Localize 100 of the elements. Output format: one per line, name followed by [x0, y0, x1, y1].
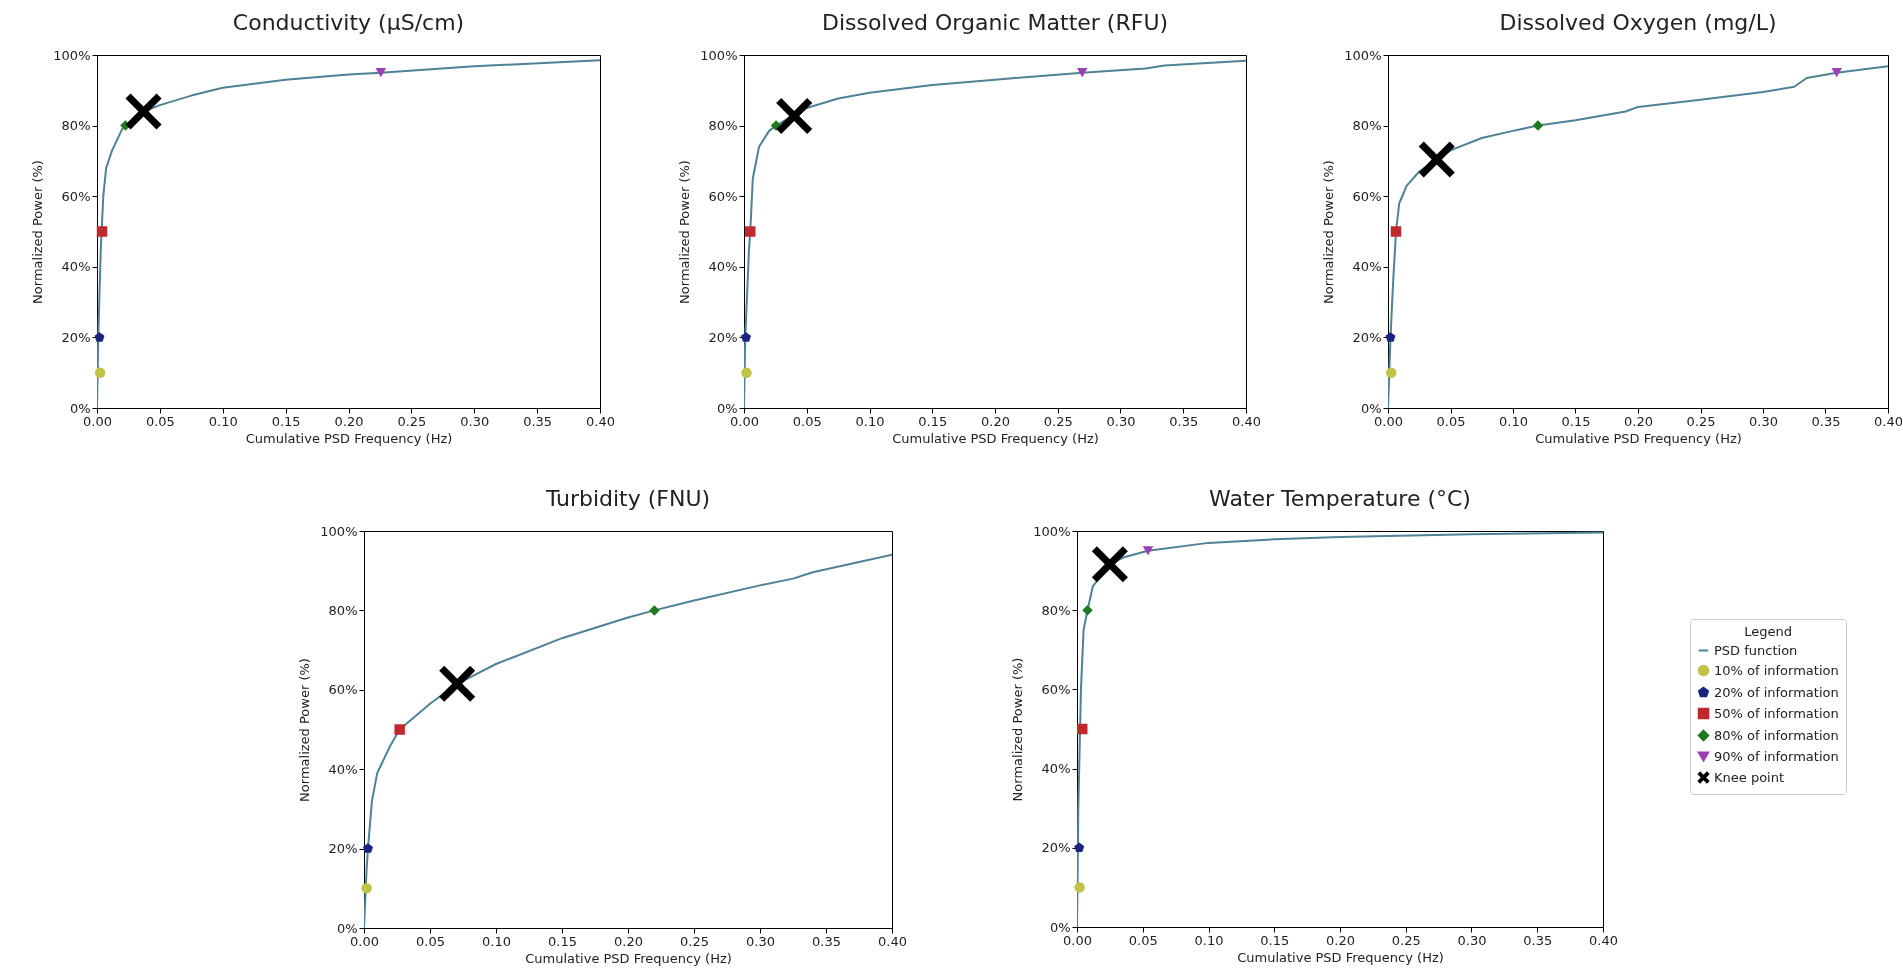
legend-label: 50% of information	[1714, 705, 1839, 721]
x-tick-label: 0.05	[416, 933, 445, 949]
y-tick-label: 0%	[716, 400, 738, 416]
y-tick-label: 80%	[61, 118, 91, 134]
point	[375, 68, 387, 78]
x-tick-label: 0.30	[1106, 413, 1136, 429]
chart-title: Dissolved Organic Matter (RFU)	[821, 10, 1169, 35]
y-tick-label: 40%	[708, 259, 738, 275]
x-axis-title: Cumulative PSD Frequency (Hz)	[892, 430, 1099, 446]
y-tick-label: 0%	[336, 920, 358, 936]
legend-label: 80% of information	[1714, 727, 1839, 743]
x-tick-label: 0.25	[1391, 932, 1421, 948]
x-tick-label: 0.15	[1260, 932, 1290, 948]
x-tick-label: 0.20	[334, 413, 364, 429]
y-tick-label: 100%	[53, 47, 91, 63]
point	[439, 665, 476, 702]
x-tick-label: 0.05	[792, 413, 822, 429]
x-tick-label: 0.10	[1499, 413, 1528, 429]
x-tick-label: 0.35	[1523, 932, 1553, 948]
x-tick-label: 0.00	[1063, 932, 1092, 948]
y-tick-label: 40%	[1041, 761, 1071, 777]
x-tick-label: 0.20	[1624, 413, 1653, 429]
x-tick-label: 0.35	[1169, 413, 1199, 429]
y-tick-label: 20%	[328, 841, 358, 857]
point	[1074, 842, 1085, 853]
point	[1390, 226, 1402, 237]
x-tick-label: 0.15	[918, 413, 948, 429]
x-tick-label: 0.30	[1457, 932, 1487, 948]
y-tick-label: 100%	[1344, 47, 1382, 63]
x-tick-label: 0.10	[482, 933, 511, 949]
point	[741, 332, 751, 342]
y-tick-label: 40%	[328, 761, 358, 777]
x-tick-label: 0.10	[208, 413, 238, 429]
x-tick-label: 0.00	[1374, 413, 1403, 429]
chart-title: Conductivity (µS/cm)	[232, 10, 465, 35]
y-tick-label: 60%	[328, 682, 358, 698]
x-tick-label: 0.05	[1128, 932, 1158, 948]
y-tick-label: 80%	[1041, 602, 1071, 618]
y-tick-label: 60%	[61, 188, 91, 204]
y-axis-title: Normalized Power (%)	[1321, 160, 1337, 304]
point	[362, 843, 373, 853]
point	[1091, 546, 1128, 583]
point	[745, 226, 756, 237]
point	[1385, 332, 1396, 342]
y-tick-label: 40%	[1352, 259, 1382, 275]
point	[741, 367, 752, 378]
point	[94, 367, 106, 378]
x-tick-label: 0.20	[614, 933, 643, 949]
chart-title: Water Temperature (°C)	[1209, 486, 1471, 511]
x-tick-label: 0.40	[1589, 932, 1618, 948]
y-tick-label: 60%	[1041, 681, 1071, 697]
x-tick-label: 0.10	[1194, 932, 1224, 948]
y-axis-title: Normalized Power (%)	[30, 160, 46, 304]
x-tick-label: 0.30	[1749, 413, 1778, 429]
legend-label: Knee point	[1714, 769, 1785, 785]
x-tick-label: 0.25	[1043, 413, 1073, 429]
y-tick-label: 100%	[700, 47, 738, 63]
legend-label: 90% of information	[1714, 748, 1839, 764]
y-tick-label: 60%	[1352, 188, 1382, 204]
y-axis-title: Normalized Power (%)	[1010, 657, 1026, 802]
point	[1142, 546, 1154, 556]
point	[649, 605, 660, 616]
x-tick-label: 0.35	[812, 933, 841, 949]
point	[1386, 367, 1397, 378]
x-tick-label: 0.10	[855, 413, 885, 429]
y-tick-label: 0%	[69, 400, 91, 416]
point	[125, 93, 162, 130]
point	[1418, 141, 1455, 178]
x-tick-label: 0.40	[1232, 413, 1261, 429]
y-axis-title: Normalized Power (%)	[297, 658, 313, 802]
y-tick-label: 20%	[61, 329, 91, 345]
y-tick-label: 60%	[708, 188, 738, 204]
x-tick-label: 0.25	[397, 413, 427, 429]
x-tick-label: 0.05	[145, 413, 175, 429]
x-tick-label: 0.20	[1326, 932, 1355, 948]
x-tick-label: 0.05	[1436, 413, 1466, 429]
x-tick-label: 0.20	[981, 413, 1010, 429]
point	[1082, 604, 1093, 616]
y-tick-label: 80%	[708, 118, 738, 134]
legend-label: 10% of information	[1714, 662, 1839, 678]
point	[394, 724, 405, 735]
x-tick-label: 0.30	[460, 413, 490, 429]
y-axis-title: Normalized Power (%)	[677, 160, 693, 304]
legend-label: PSD function	[1714, 642, 1798, 658]
x-tick-label: 0.35	[523, 413, 553, 429]
x-tick-label: 0.30	[746, 933, 775, 949]
x-axis-title: Cumulative PSD Frequency (Hz)	[1237, 949, 1444, 965]
y-tick-label: 20%	[708, 329, 738, 345]
chart-title: Turbidity (FNU)	[544, 486, 711, 511]
x-tick-label: 0.40	[1874, 413, 1903, 429]
x-axis-title: Cumulative PSD Frequency (Hz)	[245, 430, 453, 446]
x-tick-label: 0.15	[1561, 413, 1591, 429]
x-tick-label: 0.40	[586, 413, 615, 429]
point	[1076, 68, 1088, 78]
y-tick-label: 100%	[1033, 523, 1071, 539]
point	[1831, 68, 1842, 78]
y-tick-label: 0%	[1360, 400, 1382, 416]
x-tick-label: 0.15	[548, 933, 577, 949]
x-tick-label: 0.00	[83, 413, 112, 429]
line-series	[364, 553, 892, 928]
